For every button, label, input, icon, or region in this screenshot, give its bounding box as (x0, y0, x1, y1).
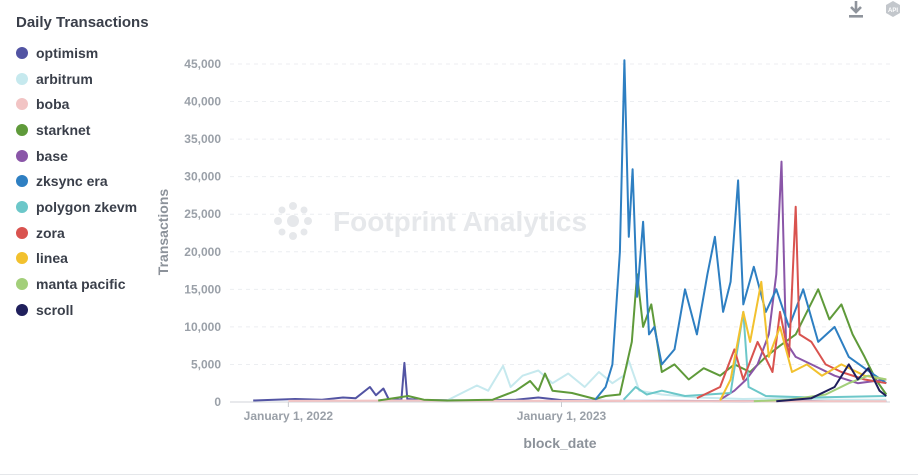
legend-item-zora[interactable]: zora (16, 220, 137, 246)
x-tick-label: January 1, 2022 (244, 409, 334, 423)
y-tick-label: 5,000 (191, 357, 221, 371)
series-line-polygon-zkevm[interactable] (622, 310, 887, 401)
legend-label: zksync era (36, 173, 108, 190)
legend-swatch (16, 72, 28, 85)
x-axis-title: block_date (523, 435, 596, 451)
series-line-starknet[interactable] (378, 273, 888, 402)
series-line-base[interactable] (719, 160, 887, 401)
chart-title: Daily Transactions (16, 14, 149, 31)
legend-swatch (16, 252, 28, 265)
legend-item-boba[interactable]: boba (16, 91, 137, 117)
legend-label: polygon zkevm (36, 198, 138, 215)
series-line-arbitrum[interactable] (446, 359, 887, 402)
y-tick-label: 40,000 (184, 95, 221, 109)
legend-label: linea (36, 250, 68, 267)
legend-swatch (16, 303, 28, 316)
y-tick-label: 35,000 (184, 132, 221, 146)
legend-swatch (16, 98, 28, 111)
y-axis-title: Transactions (155, 189, 171, 276)
y-tick-label: 45,000 (184, 57, 221, 71)
legend-swatch (16, 175, 28, 188)
api-icon[interactable]: API (883, 0, 903, 20)
api-icon-label: API (888, 8, 898, 14)
legend-item-linea[interactable]: linea (16, 246, 137, 272)
legend-label: boba (36, 96, 70, 113)
y-tick-label: 10,000 (184, 320, 221, 334)
legend-item-zksync-era[interactable]: zksync era (16, 168, 137, 194)
legend-label: zora (36, 224, 65, 241)
watermark: Footprint Analytics (274, 202, 587, 240)
watermark-logo-icon (274, 202, 312, 240)
legend-label: optimism (36, 44, 99, 61)
legend-item-arbitrum[interactable]: arbitrum (16, 66, 137, 92)
legend-swatch (16, 278, 28, 291)
legend-swatch (16, 149, 28, 162)
series-lines (253, 59, 888, 403)
series-line-boba[interactable] (288, 399, 887, 403)
legend-swatch (16, 46, 28, 59)
legend-label: manta pacific (36, 276, 126, 293)
x-tick-label: January 1, 2023 (517, 409, 607, 423)
legend-label: base (36, 147, 68, 164)
y-tick-label: 25,000 (184, 207, 221, 221)
legend-swatch (16, 123, 28, 136)
legend-item-starknet[interactable]: starknet (16, 117, 137, 143)
legend-item-scroll[interactable]: scroll (16, 297, 137, 323)
series-line-linea[interactable] (719, 280, 887, 401)
legend-item-base[interactable]: base (16, 143, 137, 169)
y-tick-label: 30,000 (184, 170, 221, 184)
y-axis-ticks: 0 5,000 10,000 15,000 20,000 25,000 30,000 35,0… (184, 57, 221, 409)
legend-label: scroll (36, 301, 74, 318)
legend-item-manta-pacific[interactable]: manta pacific (16, 271, 137, 297)
legend-item-polygon-zkevm[interactable]: polygon zkevm (16, 194, 137, 220)
series-line-scroll[interactable] (776, 363, 887, 403)
y-tick-label: 15,000 (184, 282, 221, 296)
y-tick-label: 20,000 (184, 245, 221, 259)
legend-swatch (16, 226, 28, 239)
legend-label: starknet (36, 121, 91, 138)
legend-swatch (16, 200, 28, 213)
legend-label: arbitrum (36, 70, 93, 87)
x-axis-ticks: January 1, 2022 January 1, 2023 (244, 402, 607, 423)
watermark-text: Footprint Analytics (333, 206, 587, 237)
legend-item-optimism[interactable]: optimism (16, 40, 137, 66)
gridlines (230, 63, 890, 403)
series-line-zksync-era[interactable] (594, 59, 887, 401)
y-tick-label: 0 (214, 395, 221, 409)
download-icon[interactable] (846, 0, 866, 20)
legend: optimism arbitrum boba starknet base zksync e… (16, 40, 137, 323)
